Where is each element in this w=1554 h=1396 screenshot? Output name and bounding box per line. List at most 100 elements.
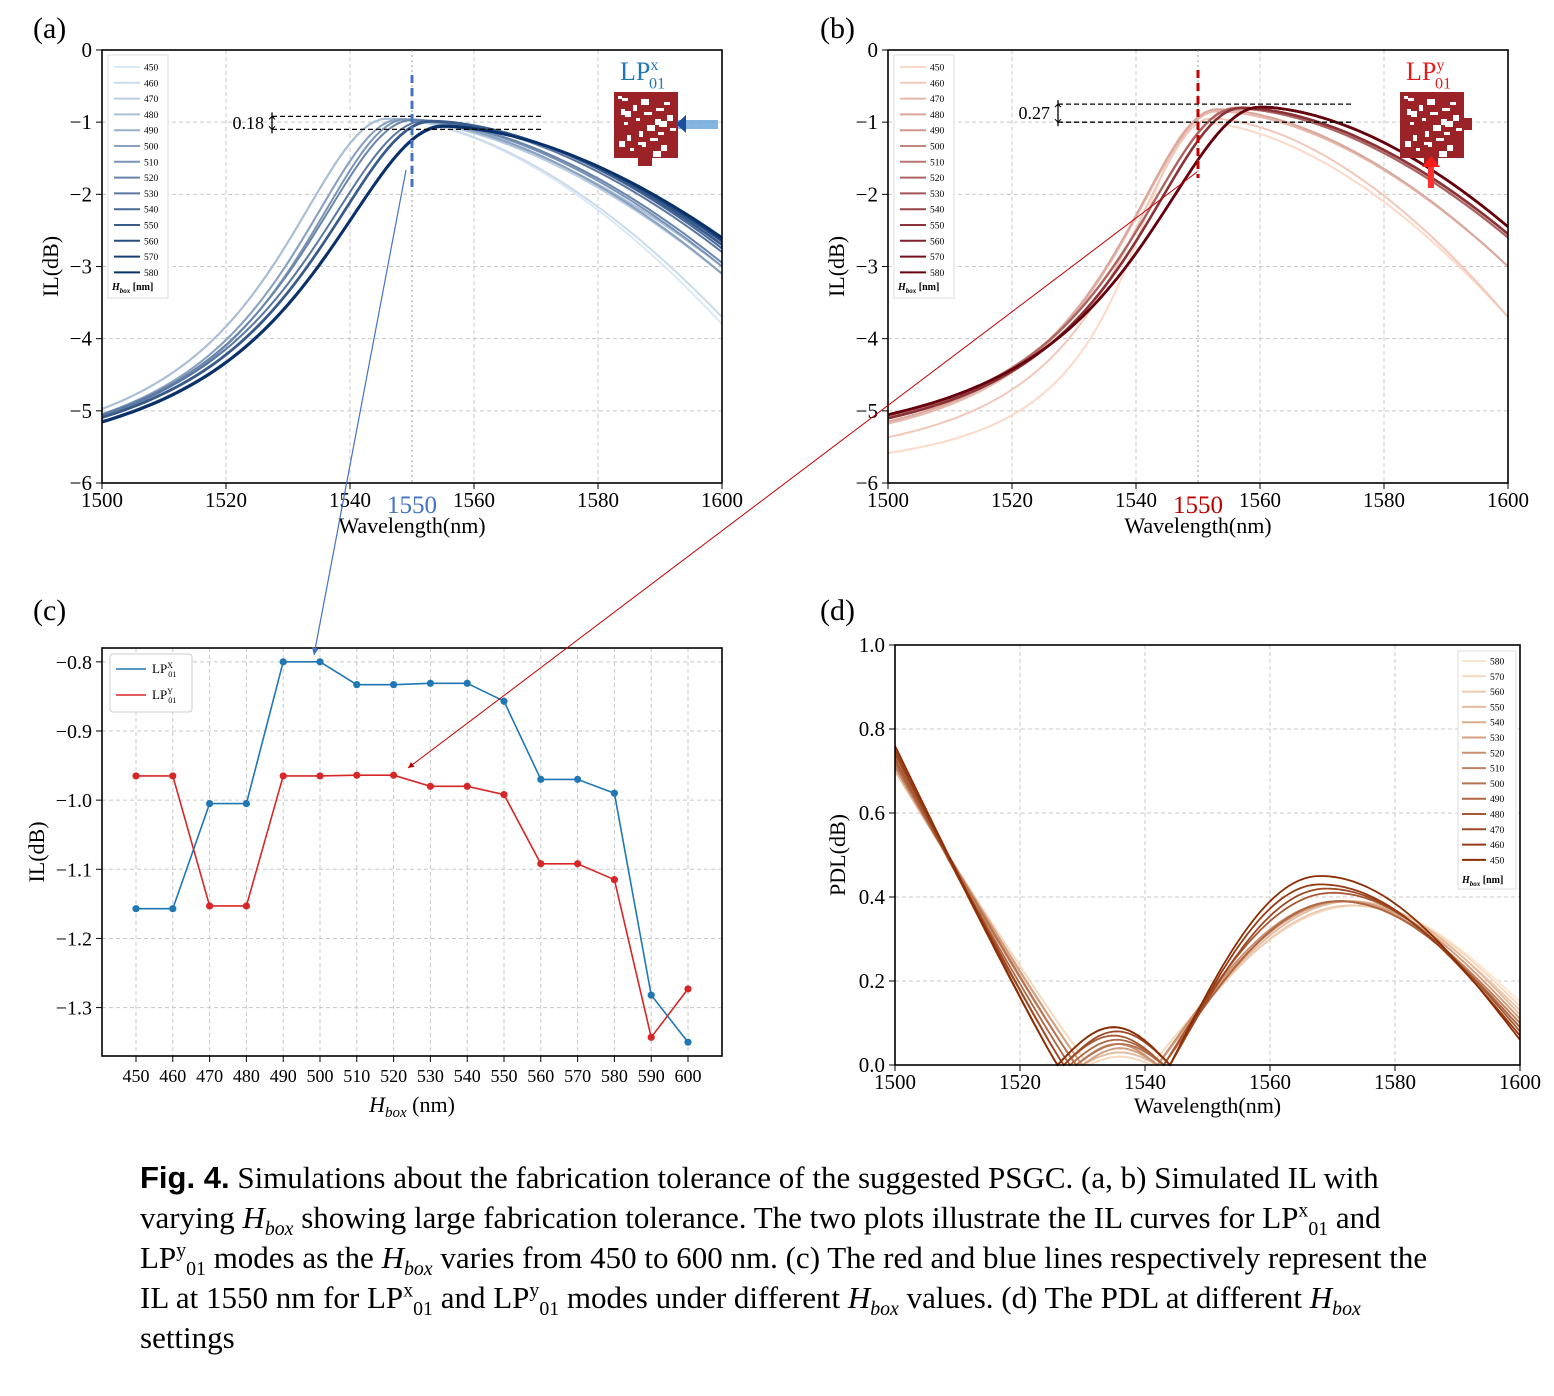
legend-entry: 500 [1490, 780, 1505, 790]
x-tick-label: 540 [454, 1066, 481, 1086]
device-etch [1425, 131, 1429, 137]
series-line-570 [894, 770, 1521, 1067]
data-point [390, 681, 398, 689]
y-axis-title: IL(dB) [824, 236, 849, 297]
data-point [316, 658, 324, 666]
legend-entry: 580 [930, 269, 945, 279]
data-point [132, 772, 140, 780]
x-tick-label: 1580 [1374, 1070, 1416, 1094]
caption-hbox: Hbox [1309, 1280, 1361, 1321]
data-point [537, 860, 545, 868]
caption-text-8: values. (d) The PDL at different [906, 1280, 1303, 1315]
device-etch [630, 148, 634, 151]
data-point [463, 782, 471, 790]
device-etch [656, 108, 664, 111]
legend-entry: 480 [930, 111, 945, 121]
x-tick-label: 1500 [874, 1070, 916, 1094]
device-etch [1424, 142, 1432, 145]
data-point [242, 799, 250, 808]
data-point [574, 775, 582, 783]
data-point [684, 1038, 692, 1046]
annotation-arrowhead [1054, 103, 1062, 108]
device-etch [1419, 105, 1423, 111]
caption-text-2: showing large fabrication tolerance. The… [301, 1200, 1255, 1235]
legend-box [109, 653, 193, 713]
plot-frame [101, 647, 723, 1057]
x-axis-title: Wavelength(nm) [338, 513, 485, 538]
caption-text-1: Simulations about the fabrication tolera… [140, 1160, 1379, 1235]
caption-text-3: and [1335, 1200, 1381, 1235]
y-tick-label: 0.8 [859, 717, 885, 741]
caption-text-7: modes under different [566, 1280, 841, 1315]
caption-lp-x: LPx01 [367, 1279, 433, 1321]
legend: 580 570 560 550 540 530 520 510 500 490 480 470 460 4… [1457, 650, 1517, 890]
x-tick-label: 1600 [1487, 488, 1529, 512]
data-point [610, 789, 619, 797]
figure-caption: Fig. 4. Simulations about the fabricatio… [140, 1158, 1440, 1358]
x-tick-label: 1560 [1239, 488, 1281, 512]
legend-entry: 510 [930, 158, 945, 168]
y-tick-label: −5 [856, 399, 878, 423]
caption-text-6: and [440, 1280, 486, 1315]
legend-entry: 480 [144, 111, 159, 121]
data-point [463, 679, 471, 687]
legend-entry: 540 [144, 206, 159, 216]
plot-c: 450 460 470 480 490 500 510 520 530 540 550 560 570 5… [24, 647, 723, 1121]
y-tick-label: −3 [70, 255, 92, 279]
legend-entry: 550 [1490, 703, 1505, 713]
x-tick-label: 550 [491, 1066, 518, 1086]
legend-entry: 530 [144, 190, 159, 200]
device-etch [664, 102, 670, 105]
caption-lp-y: LPy01 [493, 1279, 560, 1321]
legend-entry: 570 [1490, 673, 1505, 683]
panel-label: (c) [33, 594, 66, 627]
caption-lp-x: LPx01 [1262, 1199, 1329, 1241]
data-point [426, 782, 434, 790]
legend-entry: 460 [144, 79, 159, 89]
y-tick-label: −1.2 [56, 928, 92, 950]
legend-entry: 480 [1490, 811, 1505, 821]
legend-entry: 520 [1490, 749, 1505, 759]
device-etch [633, 105, 637, 111]
x-axis-title: Wavelength(nm) [1124, 513, 1271, 538]
annotation-label: 0.18 [233, 113, 265, 133]
device-etch [619, 141, 625, 147]
legend-entry: 530 [1490, 734, 1505, 744]
plot-b: 1500 1520 1540 1560 1580 1600 0 −1 −2 −3 −4 −5 −6 Wav… [824, 38, 1529, 538]
device-etch [1450, 102, 1456, 105]
legend-entry: 490 [930, 127, 945, 137]
legend-entry: 530 [930, 190, 945, 200]
series-line-530 [894, 766, 1521, 1067]
legend-entry: 570 [144, 253, 159, 263]
annotation-label: 0.27 [1019, 103, 1051, 123]
x-tick-label: 1600 [701, 488, 743, 512]
series-line-480 [894, 757, 1521, 1067]
x-axis-title: Hbox (nm) [368, 1092, 455, 1121]
legend-entry: 500 [144, 143, 159, 153]
legend-entry: LPX 01 [152, 661, 176, 679]
legend-entry: 520 [930, 174, 945, 184]
device-etch [1433, 125, 1441, 131]
y-tick-label: −4 [856, 327, 879, 351]
y-tick-label: 0 [868, 38, 879, 62]
caption-text-4: modes as the [213, 1240, 374, 1275]
legend-entry: 470 [930, 95, 945, 105]
data-point [500, 791, 508, 799]
series-line-450 [894, 745, 1521, 1067]
annotation-arrowhead [268, 126, 276, 131]
data-point [390, 771, 398, 779]
device-etch [636, 118, 640, 121]
device-icon [1400, 92, 1472, 188]
legend: LPX 01 LPY 01 [109, 653, 193, 713]
device-etch [650, 138, 658, 141]
series-line-510 [894, 766, 1521, 1067]
device-etch [659, 121, 667, 127]
series-line-460 [894, 749, 1521, 1067]
highlight-wavelength-label: 1550 [1173, 492, 1223, 519]
device-icon [614, 92, 718, 166]
data-point [500, 697, 508, 705]
device-etch [1427, 99, 1435, 105]
panel-label: (b) [820, 12, 855, 45]
device-etch [1456, 128, 1462, 131]
device-etch [1411, 111, 1417, 117]
